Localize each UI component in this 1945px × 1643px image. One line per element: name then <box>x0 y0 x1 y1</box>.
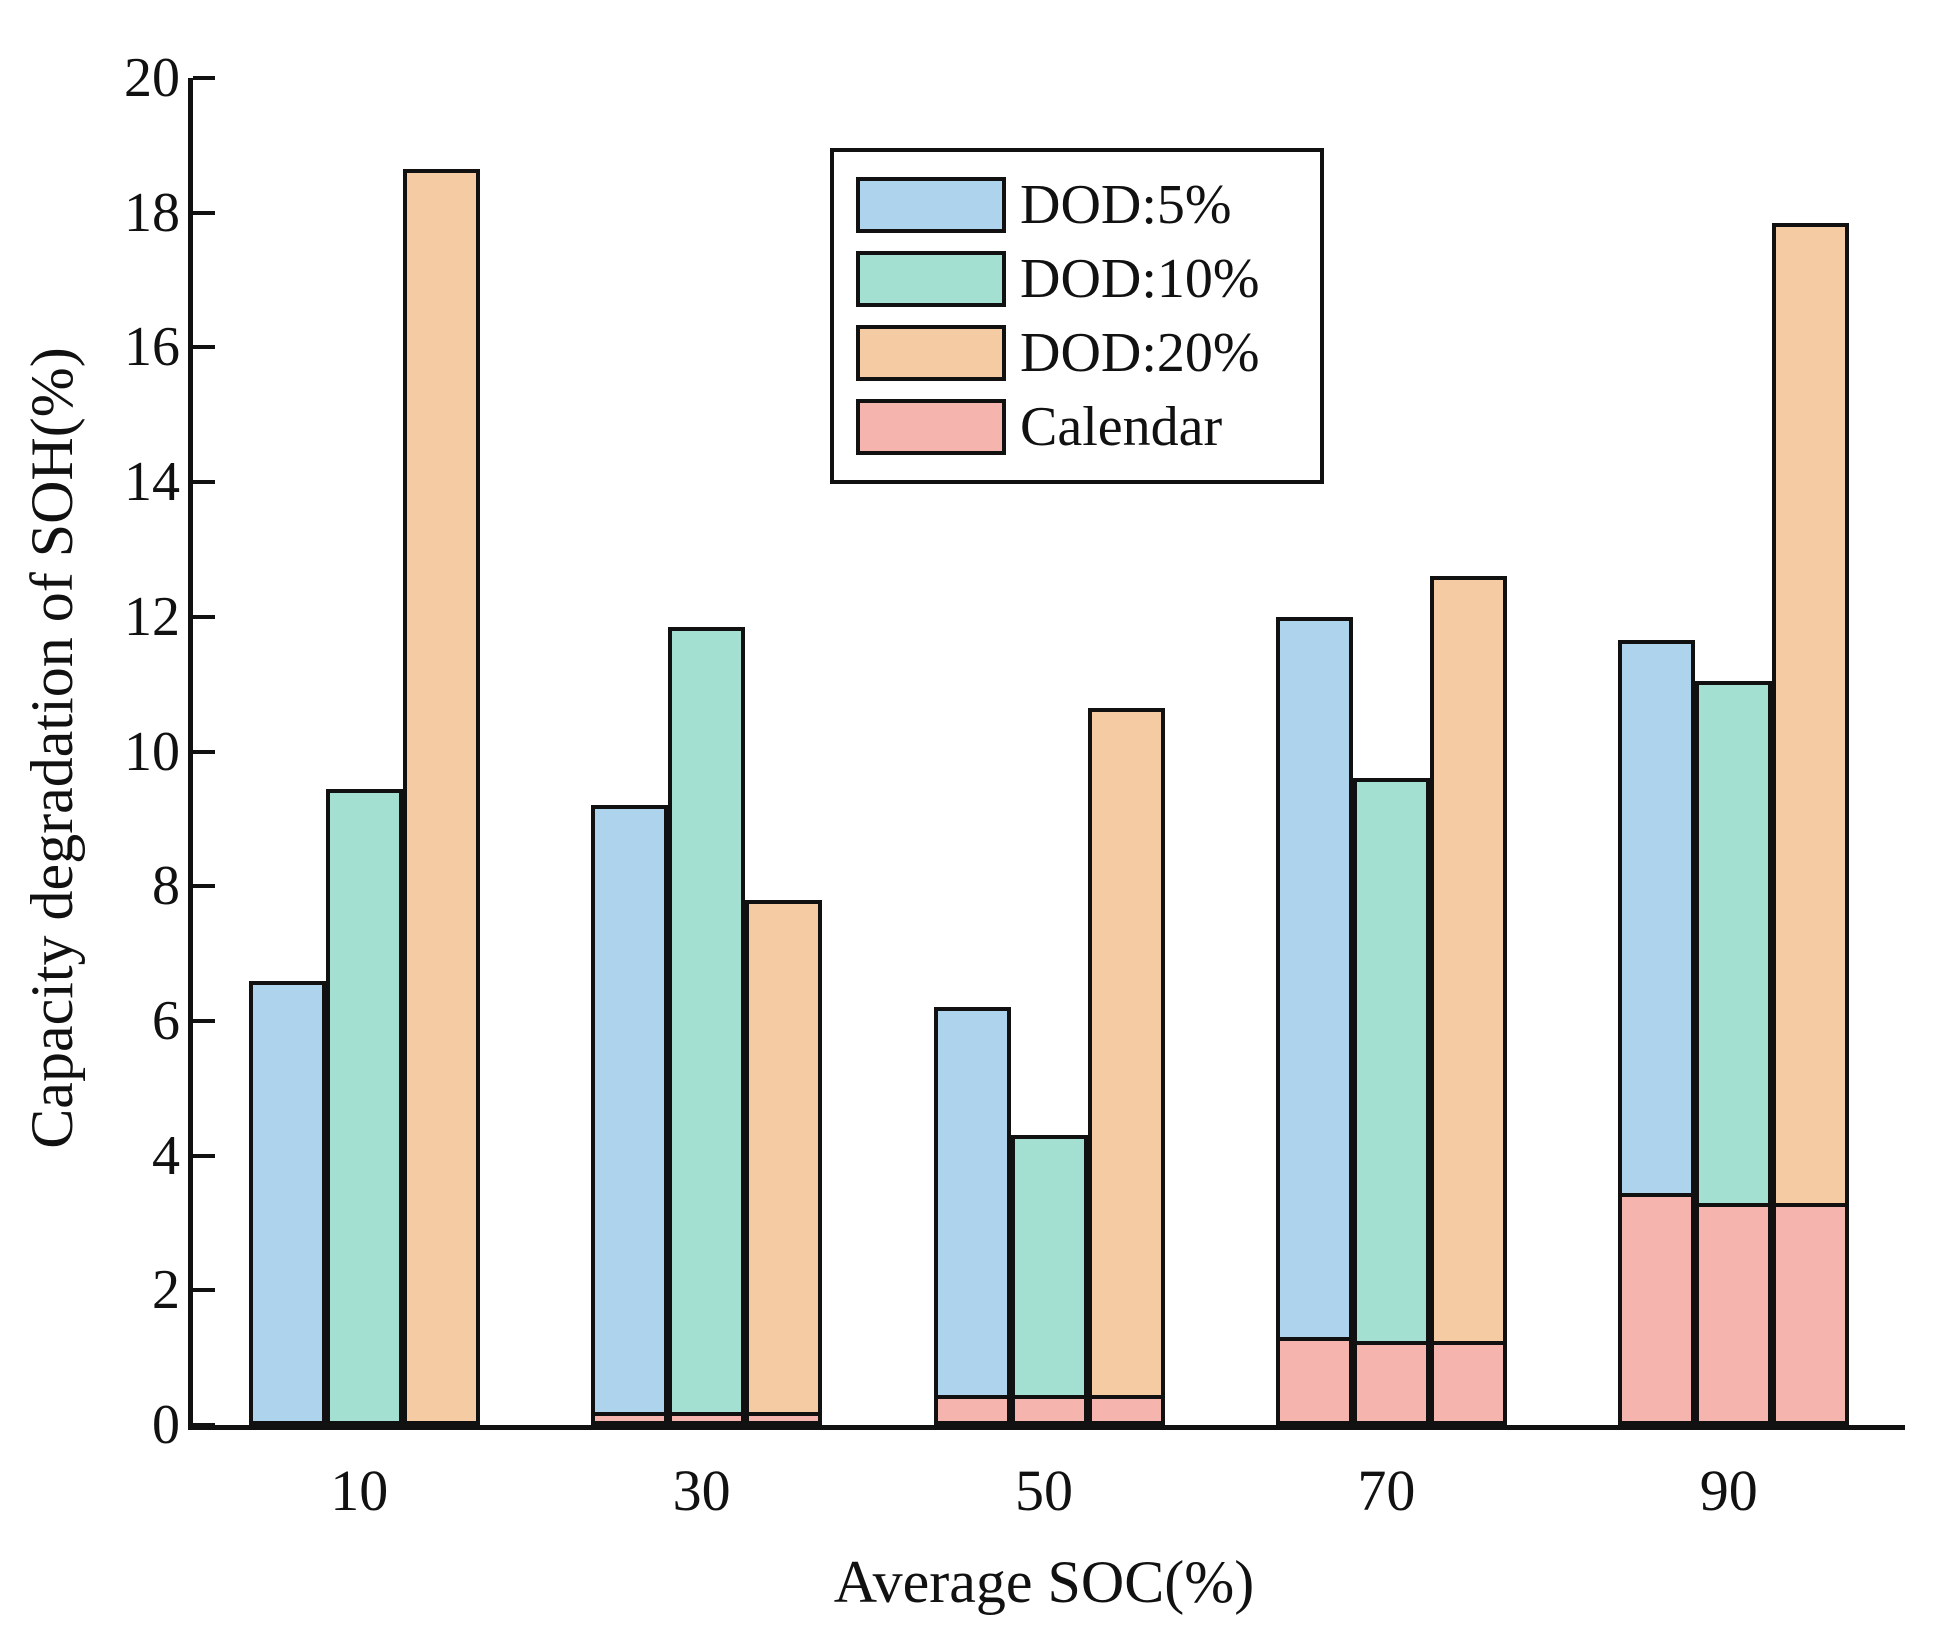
bar-dod10-soc10 <box>325 788 403 1425</box>
bar-dod5-soc50 <box>933 1007 1011 1425</box>
bar-calendar-soc90-1 <box>1618 1192 1696 1425</box>
x-tick-label-30: 30 <box>672 1458 731 1523</box>
x-axis-title: Average SOC(%) <box>833 1549 1255 1615</box>
y-tick-label-4: 4 <box>152 1124 180 1187</box>
bar-calendar-soc50-1 <box>933 1394 1011 1425</box>
bar-dod5-soc70 <box>1275 616 1353 1425</box>
y-tick-mark-6 <box>193 1018 215 1023</box>
y-tick-mark-12 <box>193 614 215 619</box>
y-tick-label-16: 16 <box>124 316 180 379</box>
bar-dod10-soc70 <box>1352 778 1430 1425</box>
bar-calendar-soc30-2 <box>668 1411 746 1425</box>
legend-label: DOD:20% <box>1020 322 1260 384</box>
y-tick-label-20: 20 <box>124 47 180 109</box>
y-tick-mark-0 <box>193 1423 215 1427</box>
legend-item-calendar: Calendar <box>856 390 1320 464</box>
legend-swatch-dod20 <box>856 325 1006 381</box>
plot-area <box>188 76 1905 1430</box>
bar-dod10-soc50 <box>1010 1135 1088 1425</box>
bar-dod10-soc30 <box>668 626 746 1425</box>
bar-calendar-soc50-3 <box>1087 1394 1165 1425</box>
x-tick-label-50: 50 <box>1015 1458 1073 1523</box>
y-tick-mark-10 <box>193 749 215 754</box>
y-tick-label-6: 6 <box>152 989 180 1052</box>
bar-calendar-soc70-2 <box>1352 1340 1430 1425</box>
y-tick-mark-16 <box>193 345 215 350</box>
bar-dod5-soc10 <box>248 980 326 1425</box>
y-tick-label-8: 8 <box>152 855 180 918</box>
x-tick-label-70: 70 <box>1357 1458 1416 1523</box>
y-tick-mark-8 <box>193 884 215 889</box>
y-tick-label-14: 14 <box>124 451 180 514</box>
legend-item-dod10: DOD:10% <box>856 242 1320 316</box>
bar-dod20-soc50 <box>1087 707 1165 1425</box>
y-tick-mark-4 <box>193 1153 215 1158</box>
legend-item-dod5: DOD:5% <box>856 168 1320 242</box>
x-tick-label-90: 90 <box>1699 1458 1758 1523</box>
bar-calendar-soc30-1 <box>591 1411 669 1425</box>
bar-dod5-soc30 <box>591 805 669 1425</box>
bar-calendar-soc70-1 <box>1275 1337 1353 1425</box>
bar-calendar-soc50-2 <box>1010 1394 1088 1425</box>
y-tick-label-2: 2 <box>152 1259 180 1322</box>
bar-dod20-soc10 <box>402 168 480 1425</box>
y-tick-mark-20 <box>193 76 215 80</box>
legend-swatch-calendar <box>856 399 1006 455</box>
x-tick-label-10: 10 <box>330 1458 389 1523</box>
bar-calendar-soc90-3 <box>1772 1202 1850 1425</box>
legend-label: DOD:5% <box>1020 174 1232 236</box>
bar-calendar-soc30-3 <box>745 1411 823 1425</box>
legend-swatch-dod5 <box>856 177 1006 233</box>
y-tick-label-18: 18 <box>124 181 180 244</box>
y-tick-label-0: 0 <box>152 1394 180 1456</box>
bar-calendar-soc70-3 <box>1429 1340 1507 1425</box>
legend-label: DOD:10% <box>1020 248 1260 310</box>
y-tick-mark-2 <box>193 1288 215 1293</box>
bar-dod20-soc30 <box>745 899 823 1425</box>
legend-item-dod20: DOD:20% <box>856 316 1320 390</box>
legend-box: DOD:5% DOD:10% DOD:20% Calendar <box>830 148 1324 484</box>
legend-swatch-dod10 <box>856 251 1006 307</box>
y-tick-label-10: 10 <box>124 720 180 783</box>
bar-calendar-soc90-2 <box>1695 1202 1773 1425</box>
bar-dod20-soc70 <box>1429 576 1507 1425</box>
y-tick-mark-14 <box>193 480 215 485</box>
y-tick-label-12: 12 <box>124 585 180 648</box>
legend-label: Calendar <box>1020 396 1223 458</box>
y-tick-mark-18 <box>193 210 215 215</box>
